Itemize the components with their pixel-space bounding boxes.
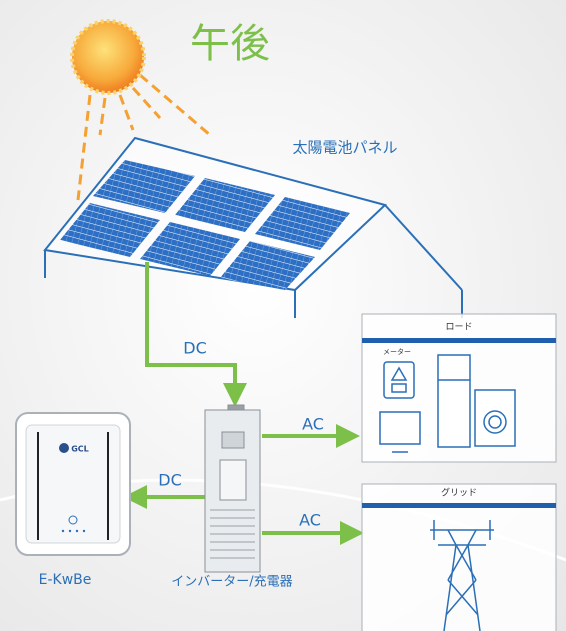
battery-label: E-KwBe	[39, 572, 92, 588]
meter-label: メーター	[383, 347, 411, 356]
battery	[16, 413, 130, 555]
connection-label: DC	[158, 471, 182, 490]
sun-disc	[72, 21, 144, 93]
panel-label: 太陽電池パネル	[292, 139, 397, 157]
connection-label: AC	[302, 415, 324, 434]
connection-label: AC	[299, 511, 321, 530]
load-title: ロード	[445, 323, 472, 333]
title: 午後	[190, 21, 270, 67]
inverter	[205, 405, 260, 572]
diagram: 午後 太陽電池パネル DC AC DC AC	[0, 0, 566, 631]
inverter-label: インバーター/充電器	[171, 574, 292, 590]
grid-title: グリッド	[441, 487, 477, 499]
battery-brand: GCL	[71, 445, 89, 454]
grid-box	[362, 484, 556, 631]
connection-label: DC	[183, 339, 207, 358]
load-box	[362, 314, 556, 462]
